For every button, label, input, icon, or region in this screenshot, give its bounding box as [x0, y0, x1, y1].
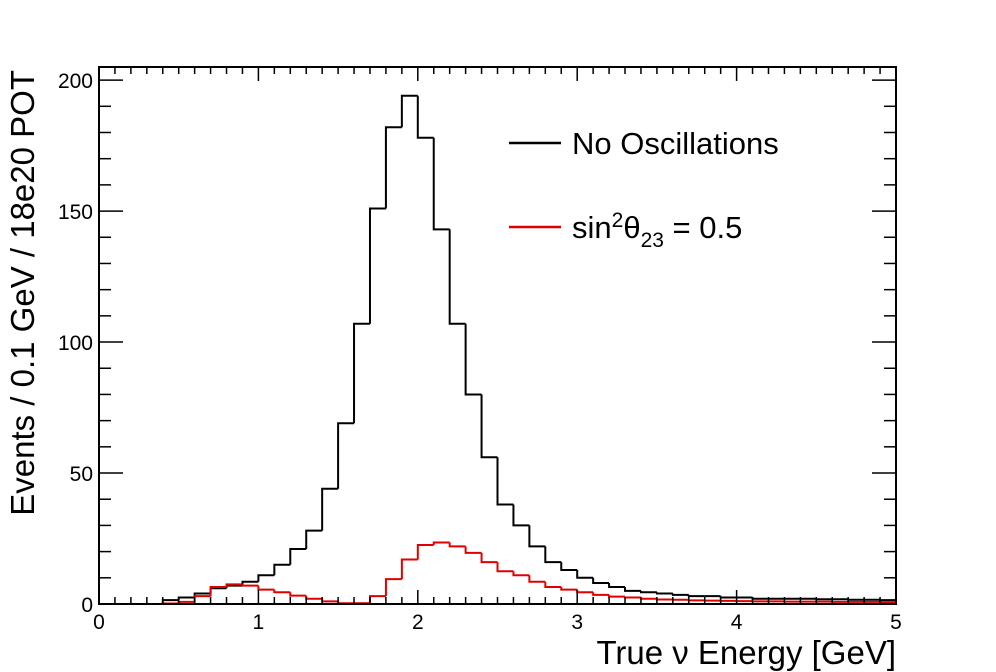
histogram-bin [241, 584, 259, 587]
x-tick-label: 4 [731, 611, 743, 634]
legend-sup: 2 [612, 209, 624, 232]
histogram-bin [353, 322, 370, 424]
histogram-bin [576, 569, 594, 579]
histogram-bin [624, 586, 641, 592]
histogram-bin [400, 558, 418, 580]
histogram-bin [448, 229, 466, 325]
y-axis-title: Events / 0.1 GeV / 18e20 POT [4, 70, 41, 516]
histogram-bin [512, 504, 530, 527]
histogram-bin [528, 575, 546, 583]
legend-theta: θ [623, 210, 640, 245]
histogram-bin [815, 598, 833, 601]
x-axis-title: True ν Energy [GeV] [596, 634, 896, 671]
histogram-bin [480, 552, 498, 564]
histogram-bin [448, 542, 466, 548]
histogram-bin [289, 547, 307, 565]
histogram-bin [687, 599, 705, 602]
histogram-bin [560, 586, 578, 591]
histogram-bin [289, 592, 307, 597]
histogram-bin [528, 525, 546, 548]
histogram-bin [416, 544, 434, 560]
histogram-bin [655, 598, 673, 601]
histogram-bin [592, 592, 610, 596]
histogram-bin [671, 593, 689, 596]
histogram-bin [305, 529, 323, 549]
histogram-bin [432, 137, 450, 231]
histogram-bin [257, 574, 275, 582]
histogram-bin [624, 596, 641, 599]
histogram-bin [464, 323, 482, 396]
histogram-bin [847, 598, 865, 601]
histogram-bin [384, 126, 402, 209]
histogram-bin [209, 585, 227, 597]
x-tick-label: 3 [571, 611, 583, 634]
histogram-bin [687, 594, 705, 598]
x-tick-label: 2 [412, 611, 424, 634]
histogram-bin [496, 457, 514, 506]
histogram-bin [480, 394, 498, 459]
x-tick-label: 0 [93, 611, 105, 634]
histogram-bin [257, 585, 275, 591]
histogram-bin [639, 590, 657, 594]
histogram-bin [608, 583, 626, 588]
y-tick-label: 100 [58, 332, 93, 355]
y-tick-label: 50 [70, 463, 93, 486]
x-tick-label: 5 [890, 611, 902, 634]
histogram-bin [400, 94, 418, 128]
histogram-bin [655, 592, 673, 595]
histogram-bin [368, 207, 386, 324]
histogram-bin [592, 577, 610, 585]
legend-label-sin2theta23: sin2θ23 = 0.5 [572, 209, 742, 252]
x-tick-label: 1 [253, 611, 265, 634]
histogram-bin [464, 546, 482, 554]
histogram-bin [337, 422, 355, 489]
histogram-bin [321, 487, 339, 531]
histogram-bin [496, 562, 514, 573]
histogram-bin [225, 583, 243, 587]
histogram-bin [273, 563, 291, 576]
histogram-bin [273, 589, 291, 594]
y-tick-label: 200 [58, 70, 93, 93]
histogram-bin [432, 541, 450, 546]
legend-value: = 0.5 [664, 210, 742, 245]
histogram-bin [544, 581, 562, 588]
legend-sin: sin [572, 210, 612, 245]
histogram-bin [608, 594, 626, 598]
y-tick-label: 150 [58, 201, 93, 224]
y-tick-label: 0 [81, 594, 93, 617]
legend: No Oscillations sin2θ23 = 0.5 [509, 126, 779, 252]
legend-sub: 23 [641, 229, 664, 252]
histogram-bin [512, 571, 530, 577]
histogram-bin [560, 562, 578, 571]
histogram-bin [384, 578, 402, 597]
histogram-bin [416, 95, 434, 139]
legend-label-no-oscillations: No Oscillations [572, 126, 779, 161]
histogram-bin [544, 546, 562, 564]
